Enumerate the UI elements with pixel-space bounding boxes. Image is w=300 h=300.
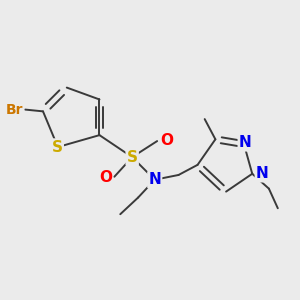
Text: O: O <box>161 133 174 148</box>
Text: N: N <box>256 166 268 181</box>
Text: S: S <box>127 150 138 165</box>
Text: O: O <box>99 170 112 185</box>
Text: N: N <box>239 135 251 150</box>
Text: S: S <box>52 140 63 154</box>
Text: N: N <box>148 172 161 187</box>
Text: Br: Br <box>6 103 23 117</box>
